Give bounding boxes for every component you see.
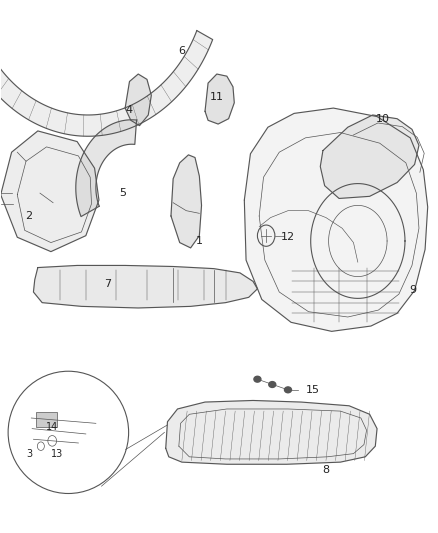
Text: 10: 10 [376,114,390,124]
Text: 7: 7 [104,279,111,288]
Polygon shape [205,74,234,124]
Polygon shape [1,131,99,252]
Polygon shape [125,74,151,126]
Polygon shape [171,155,201,248]
Text: 12: 12 [281,232,295,243]
Polygon shape [320,115,419,198]
Text: 4: 4 [126,104,133,115]
Text: 8: 8 [322,465,329,474]
Text: 6: 6 [178,46,185,55]
Ellipse shape [254,376,261,382]
Text: 14: 14 [46,422,58,432]
Text: 3: 3 [26,449,32,458]
Polygon shape [244,108,427,332]
Ellipse shape [269,382,276,387]
Polygon shape [33,265,258,308]
Text: 5: 5 [120,188,127,198]
Ellipse shape [285,387,291,393]
Text: 15: 15 [305,385,319,395]
Polygon shape [166,400,377,464]
Polygon shape [0,30,213,136]
Text: 1: 1 [196,236,203,246]
Polygon shape [76,120,137,216]
Text: 13: 13 [50,449,63,458]
Text: 2: 2 [25,211,33,221]
Text: 11: 11 [210,92,224,102]
Text: 9: 9 [410,286,417,295]
Bar [36,412,57,427]
